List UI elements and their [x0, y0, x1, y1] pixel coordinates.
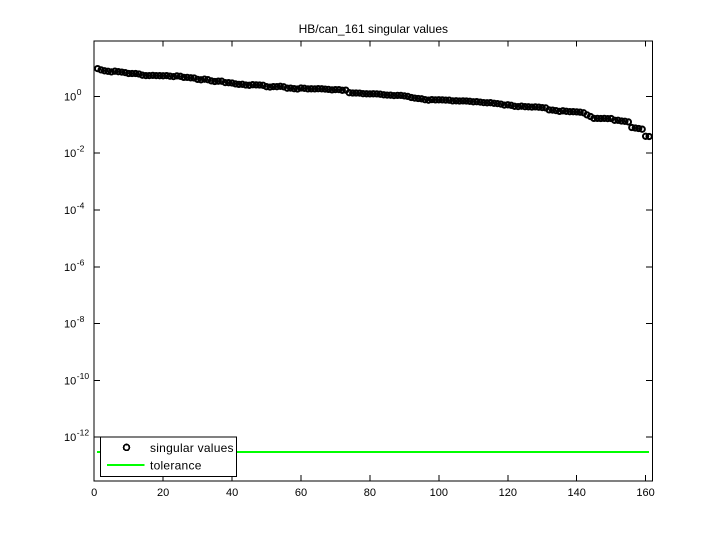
svg-text:singular values: singular values: [150, 441, 234, 455]
svg-text:tolerance: tolerance: [150, 459, 202, 473]
svg-text:10: 10: [64, 262, 76, 274]
svg-text:20: 20: [157, 487, 169, 499]
svg-text:60: 60: [295, 487, 307, 499]
svg-text:100: 100: [430, 487, 448, 499]
svg-text:-2: -2: [77, 144, 85, 154]
svg-text:-4: -4: [77, 200, 85, 210]
svg-text:-10: -10: [77, 371, 90, 381]
svg-text:10: 10: [64, 148, 76, 160]
svg-text:0: 0: [77, 87, 82, 97]
svg-text:-8: -8: [77, 314, 85, 324]
svg-text:0: 0: [91, 487, 97, 499]
svg-text:160: 160: [636, 487, 654, 499]
svg-text:10: 10: [64, 375, 76, 387]
svg-text:140: 140: [568, 487, 586, 499]
svg-text:40: 40: [226, 487, 238, 499]
svg-text:10: 10: [64, 319, 76, 331]
svg-text:-12: -12: [77, 428, 90, 438]
svg-text:HB/can_161 singular values: HB/can_161 singular values: [299, 22, 448, 36]
svg-text:10: 10: [64, 205, 76, 217]
svg-text:-6: -6: [77, 257, 85, 267]
svg-text:120: 120: [499, 487, 517, 499]
svg-text:10: 10: [64, 91, 76, 103]
svg-text:80: 80: [364, 487, 376, 499]
svg-text:10: 10: [64, 432, 76, 444]
